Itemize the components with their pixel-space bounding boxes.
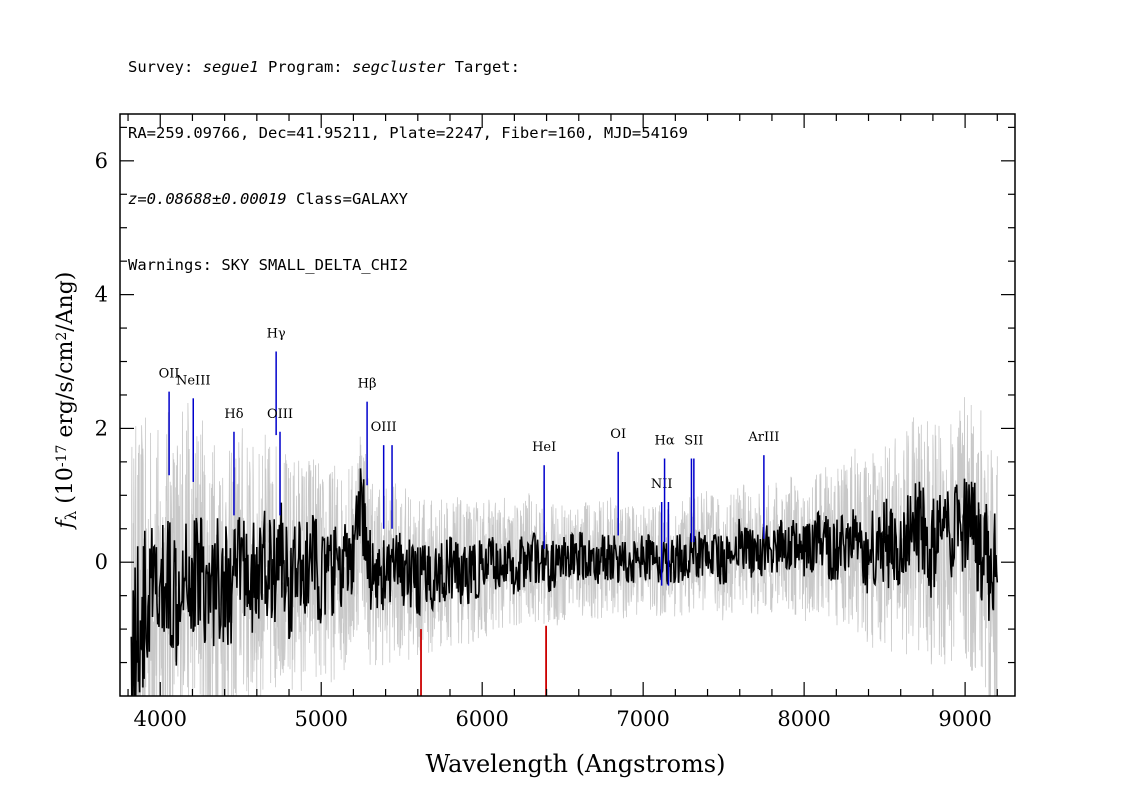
flux-series bbox=[130, 468, 999, 696]
header-line-survey: Survey: segue1 Program: segcluster Targe… bbox=[128, 56, 688, 78]
survey-value: segue1 bbox=[202, 58, 259, 76]
emission-line-label: OI bbox=[610, 427, 626, 442]
emission-line-label: OIII bbox=[371, 420, 397, 435]
x-tick-label: 9000 bbox=[938, 707, 991, 731]
y-tick-label: 4 bbox=[95, 283, 108, 307]
x-axis-label: Wavelength (Angstroms) bbox=[426, 750, 726, 778]
class-value: Class=GALAXY bbox=[286, 190, 408, 208]
x-tick-label: 6000 bbox=[455, 707, 508, 731]
x-tick-label: 8000 bbox=[777, 707, 830, 731]
y-tick-label: 6 bbox=[95, 149, 108, 173]
emission-line-label: Hα bbox=[655, 434, 675, 449]
axes-layer: 4000 5000 6000 7000 8000 9000 0 2 4 6 Wavelength (… bbox=[53, 113, 1016, 778]
target-label: Target: bbox=[445, 58, 520, 76]
program-label: Program: bbox=[258, 58, 352, 76]
y-axis-label: fλ (10-17 erg/s/cm2/Ang) bbox=[53, 272, 80, 531]
emission-line-label: NeIII bbox=[176, 373, 210, 388]
emission-line-label: ArIII bbox=[747, 430, 779, 445]
plot-frame bbox=[119, 113, 1016, 697]
error-series bbox=[131, 397, 998, 696]
x-tick-label: 5000 bbox=[294, 707, 347, 731]
header-line-warnings: Warnings: SKY SMALL_DELTA_CHI2 bbox=[128, 256, 408, 274]
y-tick-label: 0 bbox=[95, 550, 108, 574]
redshift-value: z=0.08688±0.00019 bbox=[128, 190, 287, 208]
survey-label: Survey: bbox=[128, 58, 203, 76]
emission-line-label: SII bbox=[684, 434, 703, 449]
emission-line-label: NII bbox=[651, 477, 673, 492]
series-layer bbox=[130, 397, 999, 696]
header-line-coords: RA=259.09766, Dec=41.95211, Plate=2247, … bbox=[128, 124, 688, 142]
emission-line-label: OIII bbox=[267, 407, 293, 422]
x-tick-label: 4000 bbox=[134, 707, 187, 731]
program-value: segcluster bbox=[351, 58, 446, 76]
emission-line-label: Hδ bbox=[224, 407, 243, 422]
emission-line-label: OII bbox=[159, 367, 180, 382]
x-tick-label: 7000 bbox=[616, 707, 669, 731]
spectrum-header: Survey: segue1 Program: segcluster Targe… bbox=[128, 12, 688, 298]
emission-line-label: Hβ bbox=[358, 377, 377, 392]
emission-line-label: Hγ bbox=[267, 326, 286, 341]
y-tick-label: 2 bbox=[95, 416, 108, 440]
header-line-redshift: z=0.08688±0.00019 Class=GALAXY bbox=[128, 188, 688, 210]
emission-line-label: HeI bbox=[532, 440, 556, 455]
